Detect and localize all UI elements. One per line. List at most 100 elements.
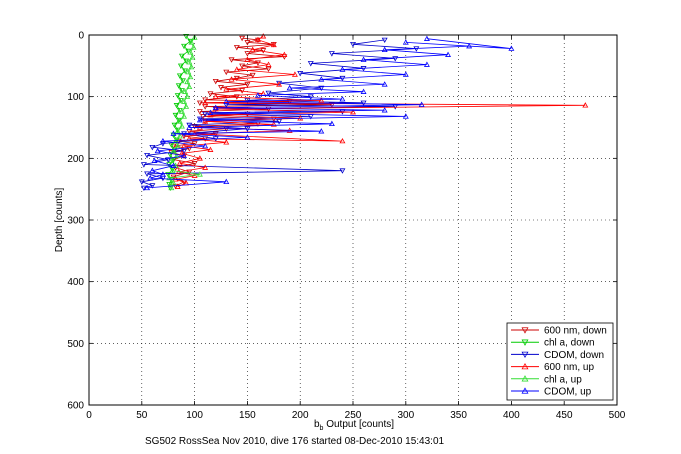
data-point-marker <box>381 107 388 113</box>
data-point-marker <box>402 71 409 77</box>
series-line <box>147 38 512 189</box>
data-point-marker <box>186 122 193 129</box>
data-point-marker <box>181 113 188 119</box>
data-point-marker <box>291 71 298 77</box>
x-axis-label-rest: Output [counts] <box>323 419 394 430</box>
x-tick-label: 350 <box>450 410 467 421</box>
data-point-marker <box>286 84 293 91</box>
y-tick-label: 600 <box>67 401 84 412</box>
data-point-marker <box>318 97 325 103</box>
legend-marker <box>521 375 529 382</box>
data-point-marker <box>212 93 219 99</box>
data-point-marker <box>233 45 240 51</box>
data-point-marker <box>175 83 182 89</box>
data-point-marker <box>244 40 251 46</box>
data-point-marker <box>207 146 214 152</box>
series-5 <box>144 35 515 191</box>
legend-marker <box>521 351 529 359</box>
y-tick-label: 400 <box>67 277 84 288</box>
x-tick-label: 300 <box>397 410 414 421</box>
data-point-marker <box>186 124 193 130</box>
data-point-marker <box>254 36 261 43</box>
data-point-marker <box>423 35 430 41</box>
y-tick-label: 200 <box>67 154 84 165</box>
x-axis-label: bb Output [counts] <box>314 419 394 432</box>
data-point-marker <box>184 78 191 85</box>
data-point-marker <box>178 108 185 114</box>
data-point-marker <box>402 113 409 119</box>
x-tick-label: 250 <box>345 410 362 421</box>
data-point-marker <box>184 93 191 99</box>
data-point-marker <box>233 94 240 100</box>
x-tick-label: 500 <box>609 410 626 421</box>
data-point-marker <box>350 42 356 48</box>
x-tick-label: 400 <box>503 410 520 421</box>
data-point-marker <box>244 56 251 62</box>
data-point-marker <box>276 119 283 125</box>
data-point-marker <box>381 46 388 53</box>
data-point-marker <box>360 56 367 62</box>
data-point-marker <box>307 94 314 100</box>
data-point-marker <box>149 167 156 173</box>
data-point-marker <box>318 85 325 92</box>
data-point-marker <box>168 184 175 191</box>
data-point-marker <box>196 155 203 161</box>
data-point-marker <box>181 98 188 104</box>
data-point-marker <box>260 48 267 54</box>
data-point-marker <box>196 100 203 106</box>
data-point-marker <box>173 152 180 159</box>
x-tick-label: 100 <box>186 410 203 421</box>
data-point-marker <box>185 68 192 75</box>
data-point-marker <box>189 54 196 60</box>
data-point-marker <box>174 142 181 149</box>
data-point-marker <box>244 98 251 104</box>
data-point-marker <box>170 147 177 154</box>
data-point-marker <box>173 103 180 109</box>
legend-label: chl a, down <box>544 338 595 349</box>
data-point-marker <box>172 112 179 119</box>
x-tick-label: 0 <box>86 410 92 421</box>
series-4 <box>166 34 203 191</box>
data-point-marker <box>223 86 230 92</box>
data-point-marker <box>297 70 304 77</box>
data-point-marker <box>191 141 198 147</box>
legend-marker <box>521 339 529 346</box>
data-point-marker <box>582 102 589 108</box>
data-point-marker <box>190 44 197 50</box>
data-point-marker <box>202 118 209 124</box>
data-point-marker <box>187 38 194 45</box>
data-point-marker <box>175 117 182 124</box>
data-point-marker <box>165 172 172 178</box>
data-point-marker <box>244 82 251 88</box>
data-point-marker <box>182 68 189 74</box>
data-point-marker <box>360 88 367 94</box>
data-point-marker <box>147 174 154 181</box>
data-point-marker <box>176 118 183 124</box>
data-point-marker <box>318 128 325 134</box>
data-point-marker <box>180 78 186 84</box>
data-point-marker <box>176 133 183 139</box>
data-point-marker <box>207 109 214 115</box>
data-point-marker <box>254 60 261 66</box>
data-point-marker <box>339 96 346 102</box>
data-point-marker <box>144 184 151 191</box>
data-point-marker <box>223 139 230 145</box>
data-point-marker <box>177 98 184 104</box>
y-tick-label: 300 <box>67 216 84 227</box>
data-point-marker <box>270 121 277 127</box>
y-tick-label: 100 <box>67 92 84 103</box>
data-point-marker <box>166 174 173 181</box>
data-point-marker <box>228 57 235 63</box>
data-point-marker <box>381 37 388 44</box>
legend-label: 600 nm, down <box>544 326 607 337</box>
data-point-marker <box>328 120 335 127</box>
data-point-marker <box>188 39 195 45</box>
data-point-marker <box>360 100 367 106</box>
data-point-marker <box>138 179 145 185</box>
data-point-marker <box>212 105 219 112</box>
data-point-marker <box>339 137 346 144</box>
data-point-marker <box>328 51 335 57</box>
data-point-marker <box>170 162 177 168</box>
data-point-marker <box>186 59 193 65</box>
